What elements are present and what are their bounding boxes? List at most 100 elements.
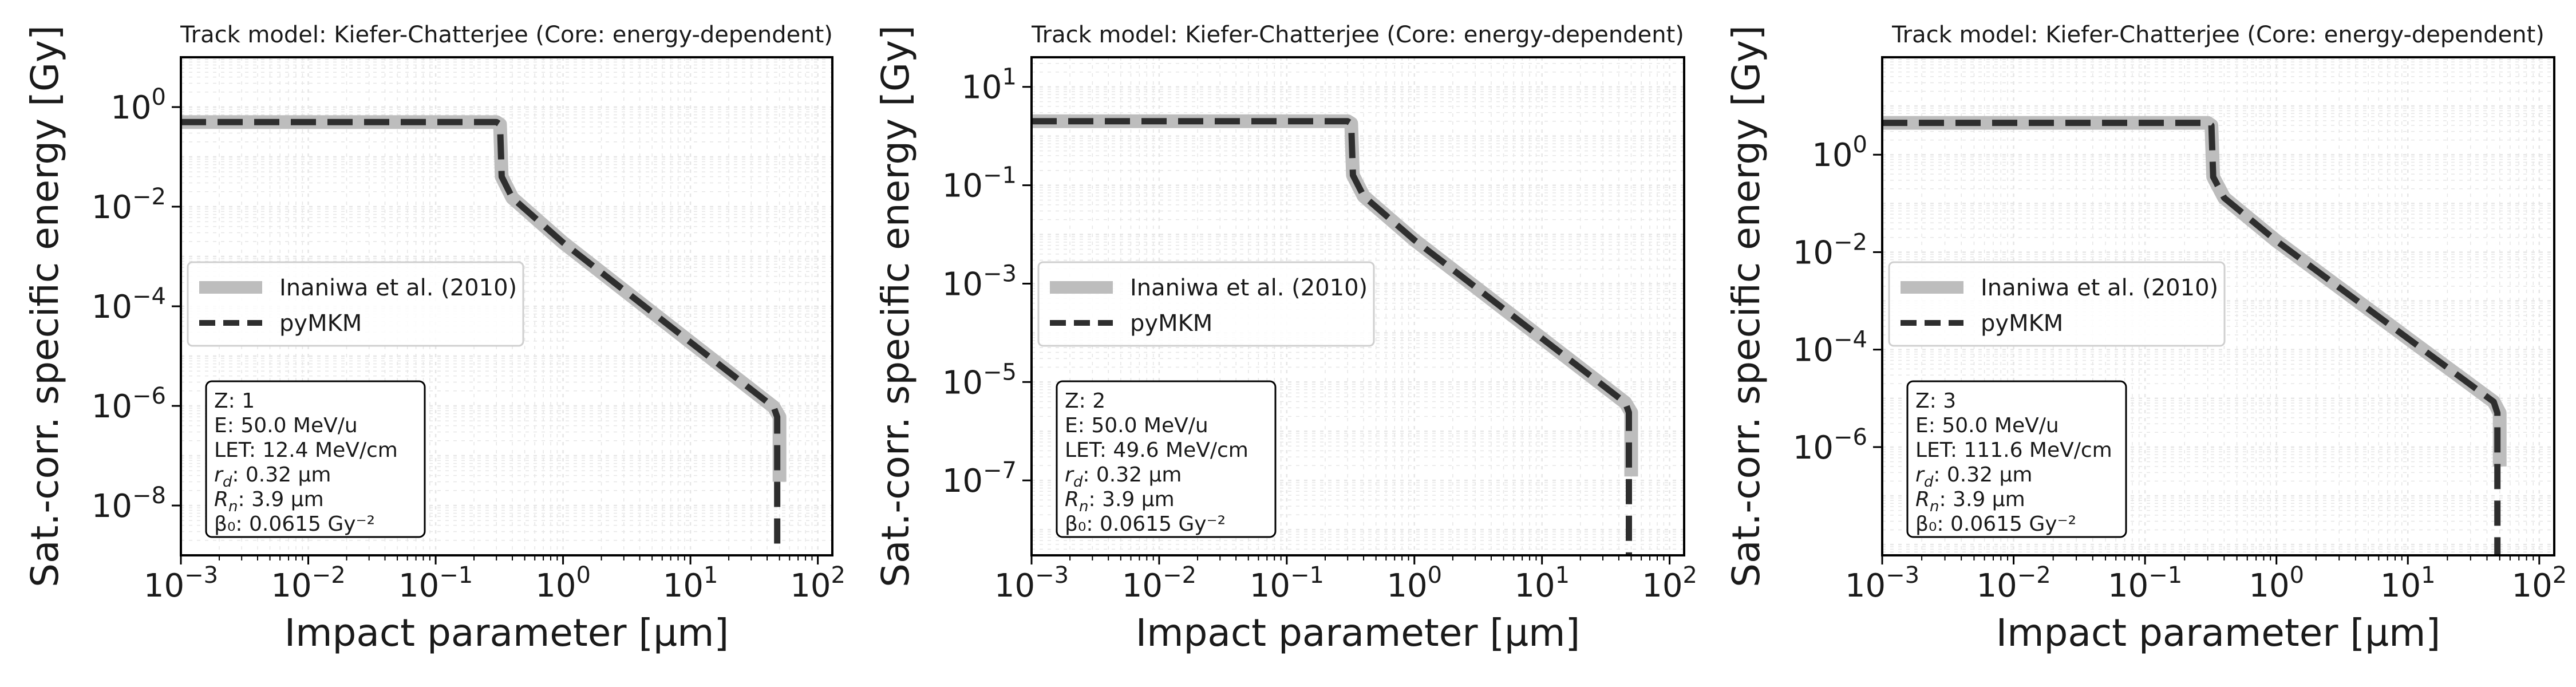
series-line-pymkm [1882,120,2501,555]
tick-base: 10 [2108,567,2148,605]
parameter-line: β₀: 0.0615 Gy⁻² [1065,512,1226,536]
x-axis-label: Impact parameter [µm] [1996,611,2440,655]
tick-exponent: −3 [184,562,218,589]
tick-base: 10 [1793,429,1834,467]
tick-base: 10 [1250,567,1290,605]
x-tick-label: 101 [1514,562,1570,605]
tick-base: 10 [1642,567,1682,605]
legend-box [1888,261,2226,347]
tick-base: 10 [942,364,983,401]
legend: Inaniwa et al. (2010) pyMKM [1037,261,1375,347]
tick-base: 10 [144,567,184,605]
parameter-value: : 0.32 µm [1082,463,1182,487]
y-axis-label: Sat.-corr. specific energy [Gy] [1724,25,1768,587]
x-axis-label: Impact parameter [µm] [285,611,729,655]
x-tick-label: 10−1 [1250,562,1324,605]
tick-exponent: 2 [2553,562,2567,589]
legend-label: Inaniwa et al. (2010) [279,275,517,301]
x-tick-label: 10−1 [398,562,473,605]
parameter-line: E: 50.0 MeV/u [1065,414,1208,437]
chart-title: Track model: Kiefer-Chatterjee (Core: en… [1031,22,1684,48]
tick-exponent: −1 [983,163,1017,189]
tick-exponent: 2 [831,562,846,589]
parameter-value: : 0.32 µm [1933,463,2032,487]
x-tick-label: 101 [663,562,718,605]
tick-exponent: −1 [2148,562,2182,589]
tick-exponent: 2 [1683,562,1697,589]
tick-exponent: −8 [132,483,166,509]
parameter-line: Z: 1 [214,389,255,413]
tick-exponent: −4 [132,283,166,310]
parameter-line: Rn: 3.9 µm [1065,488,1175,515]
parameter-subscript: n [228,498,238,515]
tick-base: 10 [942,266,983,303]
tick-exponent: 0 [576,562,590,589]
tick-base: 10 [2511,567,2552,605]
x-tick-label: 10−2 [271,562,345,605]
x-tick-label: 10−3 [994,562,1069,605]
legend-label: Inaniwa et al. (2010) [1981,275,2218,301]
tick-exponent: −3 [983,260,1017,287]
parameter-value: : 3.9 µm [238,488,324,511]
parameter-subscript: d [223,473,232,491]
y-tick-label: 101 [961,64,1017,106]
tick-exponent: 1 [2421,562,2435,589]
parameter-line: β₀: 0.0615 Gy⁻² [1915,512,2076,536]
parameter-line: Z: 3 [1915,389,1956,413]
y-tick-label: 10−4 [1793,327,1867,369]
parameter-line: rd: 0.32 µm [214,463,331,491]
parameter-symbol: R [1065,488,1079,511]
y-tick-label: 10−4 [92,283,166,326]
tick-base: 10 [535,567,576,605]
x-tick-label: 10−1 [2108,562,2182,605]
x-tick-label: 100 [2249,562,2304,605]
parameter-symbol: R [214,488,228,511]
legend-box [1037,261,1375,347]
tick-exponent: −6 [1834,424,1867,451]
tick-base: 10 [1122,567,1163,605]
tick-base: 10 [1845,567,1886,605]
tick-exponent: −3 [1035,562,1069,589]
chart-panel-3: 10−3 10−2 10−1 100 101 10210010−210−410−6Trac… [1724,22,2567,655]
tick-exponent: 0 [152,84,166,110]
tick-base: 10 [1976,567,2017,605]
tick-exponent: 1 [1002,64,1017,90]
chart-panel-1: 10−3 10−2 10−1 100 101 10210010−210−410−610−8… [23,22,846,655]
tick-base: 10 [961,69,1002,106]
parameter-subscript: d [1073,473,1083,491]
parameter-symbol: r [214,463,224,487]
tick-exponent: −2 [132,184,166,210]
axes-frame [1881,56,2555,556]
tick-base: 10 [942,463,983,500]
tick-exponent: −1 [1290,562,1324,589]
x-tick-label: 10−2 [1976,562,2050,605]
tick-exponent: −5 [983,359,1017,385]
x-axis-label: Impact parameter [µm] [1136,611,1580,655]
tick-base: 10 [92,488,132,525]
parameter-line: LET: 111.6 MeV/cm [1915,439,2112,462]
y-tick-label: 100 [110,84,166,127]
y-axis-label: Sat.-corr. specific energy [Gy] [23,25,67,587]
tick-exponent: −2 [1834,229,1867,255]
x-tick-label: 10−3 [144,562,218,605]
tick-exponent: −2 [312,562,346,589]
x-tick-label: 102 [2511,562,2567,605]
tick-exponent: 0 [1428,562,1442,589]
x-tick-label: 102 [1642,562,1697,605]
tick-base: 10 [92,289,132,326]
y-tick-label: 10−6 [1793,424,1867,467]
y-tick-label: 10−1 [942,163,1017,205]
parameter-subscript: n [1930,498,1939,515]
y-tick-label: 100 [1812,132,1867,174]
tick-exponent: 1 [704,562,718,589]
legend-box [187,261,524,347]
tick-exponent: −1 [439,562,473,589]
series-line-pymkm [181,119,781,555]
tick-exponent: −4 [1834,327,1867,353]
x-tick-label: 100 [535,562,591,605]
tick-base: 10 [790,567,831,605]
parameter-line: E: 50.0 MeV/u [1915,414,2059,437]
